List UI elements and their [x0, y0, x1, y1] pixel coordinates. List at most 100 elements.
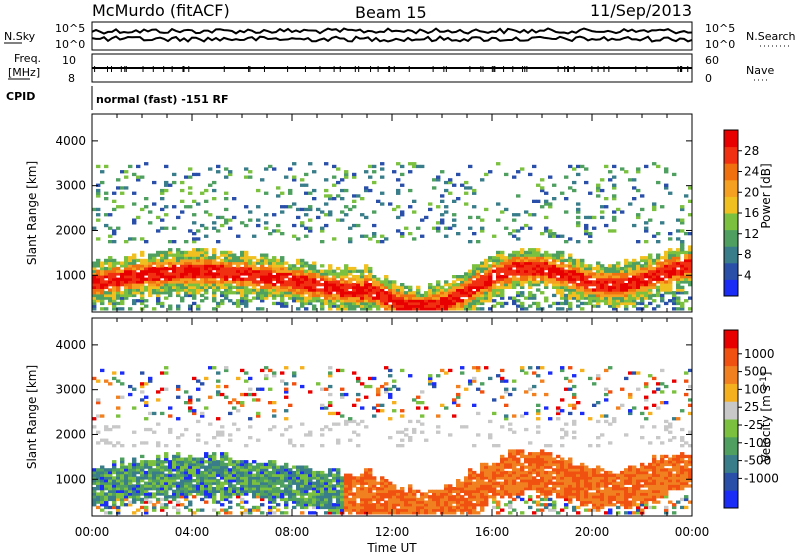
heatmap-cell [444, 280, 448, 283]
heatmap-cell [448, 227, 452, 230]
heatmap-cell [240, 278, 244, 281]
heatmap-cell [516, 299, 520, 302]
heatmap-cell [680, 286, 684, 289]
heatmap-cell [112, 259, 116, 262]
heatmap-cell [552, 232, 556, 235]
heatmap-cell [172, 455, 176, 458]
heatmap-cell [160, 371, 164, 374]
heatmap-cell [476, 216, 480, 219]
heatmap-cell [132, 458, 136, 461]
heatmap-cell [328, 401, 332, 404]
colorbar-tick-label: 20 [744, 185, 759, 199]
heatmap-cell [100, 439, 104, 442]
heatmap-cell [240, 460, 244, 463]
heatmap-cell [304, 270, 308, 273]
heatmap-cell [212, 307, 216, 310]
heatmap-cell [596, 194, 600, 197]
heatmap-cell [536, 501, 540, 504]
beam-title: Beam 15 [355, 3, 427, 22]
heatmap-cell [284, 396, 288, 399]
heatmap-cell [356, 393, 360, 396]
heatmap-cell [336, 490, 340, 493]
heatmap-cell [508, 449, 512, 452]
heatmap-cell [536, 184, 540, 187]
heatmap-cell [676, 297, 680, 300]
heatmap-cell [272, 229, 276, 232]
heatmap-cell [208, 213, 212, 216]
heatmap-cell [224, 452, 228, 455]
heatmap-cell [164, 267, 168, 270]
heatmap-cell [256, 267, 260, 270]
heatmap-cell [344, 420, 348, 423]
heatmap-cell [304, 192, 308, 195]
heatmap-cell [644, 305, 648, 308]
heatmap-cell [248, 176, 252, 179]
heatmap-cell [260, 388, 264, 391]
heatmap-cell [104, 425, 108, 428]
heatmap-cell [436, 280, 440, 283]
heatmap-cell [532, 371, 536, 374]
heatmap-cell [568, 302, 572, 305]
heatmap-cell [244, 167, 248, 170]
heatmap-cell [244, 460, 248, 463]
heatmap-cell [532, 165, 536, 168]
heatmap-cell [144, 471, 148, 474]
heatmap-cell [116, 414, 120, 417]
heatmap-cell [404, 227, 408, 230]
heatmap-cell [196, 509, 200, 512]
heatmap-cell [436, 205, 440, 208]
heatmap-cell [544, 503, 548, 506]
heatmap-cell [228, 299, 232, 302]
heatmap-cell [420, 235, 424, 238]
heatmap-cell [188, 406, 192, 409]
heatmap-cell [444, 288, 448, 291]
heatmap-cell [388, 369, 392, 372]
heatmap-cell [416, 165, 420, 168]
heatmap-cell [456, 232, 460, 235]
heatmap-cell [572, 189, 576, 192]
heatmap-cell [360, 213, 364, 216]
heatmap-cell [684, 291, 688, 294]
heatmap-cell [576, 173, 580, 176]
heatmap-cell [284, 417, 288, 420]
heatmap-cell [128, 307, 132, 310]
heatmap-cell [512, 449, 516, 452]
heatmap-cell [588, 288, 592, 291]
heatmap-cell [220, 503, 224, 506]
heatmap-cell [300, 221, 304, 224]
heatmap-cell [304, 433, 308, 436]
heatmap-cell [660, 294, 664, 297]
heatmap-cell [352, 224, 356, 227]
heatmap-cell [516, 194, 520, 197]
heatmap-cell [508, 428, 512, 431]
heatmap-cell [332, 474, 336, 477]
heatmap-cell [224, 396, 228, 399]
heatmap-cell [464, 498, 468, 501]
heatmap-cell [312, 305, 316, 308]
heatmap-cell [236, 401, 240, 404]
heatmap-cell [444, 205, 448, 208]
heatmap-cell [360, 270, 364, 273]
heatmap-cell [328, 210, 332, 213]
heatmap-cell [560, 307, 564, 310]
heatmap-cell [100, 307, 104, 310]
heatmap-cell [392, 208, 396, 211]
heatmap-cell [184, 251, 188, 254]
heatmap-cell [560, 192, 564, 195]
heatmap-cell [284, 498, 288, 501]
heatmap-cell [380, 162, 384, 165]
heatmap-cell [272, 167, 276, 170]
heatmap-cell [488, 377, 492, 380]
heatmap-cell [300, 208, 304, 211]
heatmap-cell [668, 237, 672, 240]
heatmap-cell [360, 197, 364, 200]
heatmap-cell [152, 307, 156, 310]
heatmap-cell [228, 458, 232, 461]
heatmap-cell [216, 444, 220, 447]
heatmap-cell [324, 474, 328, 477]
heatmap-cell [412, 162, 416, 165]
heatmap-cell [580, 302, 584, 305]
power-heatmap [92, 162, 692, 310]
heatmap-cell [204, 235, 208, 238]
